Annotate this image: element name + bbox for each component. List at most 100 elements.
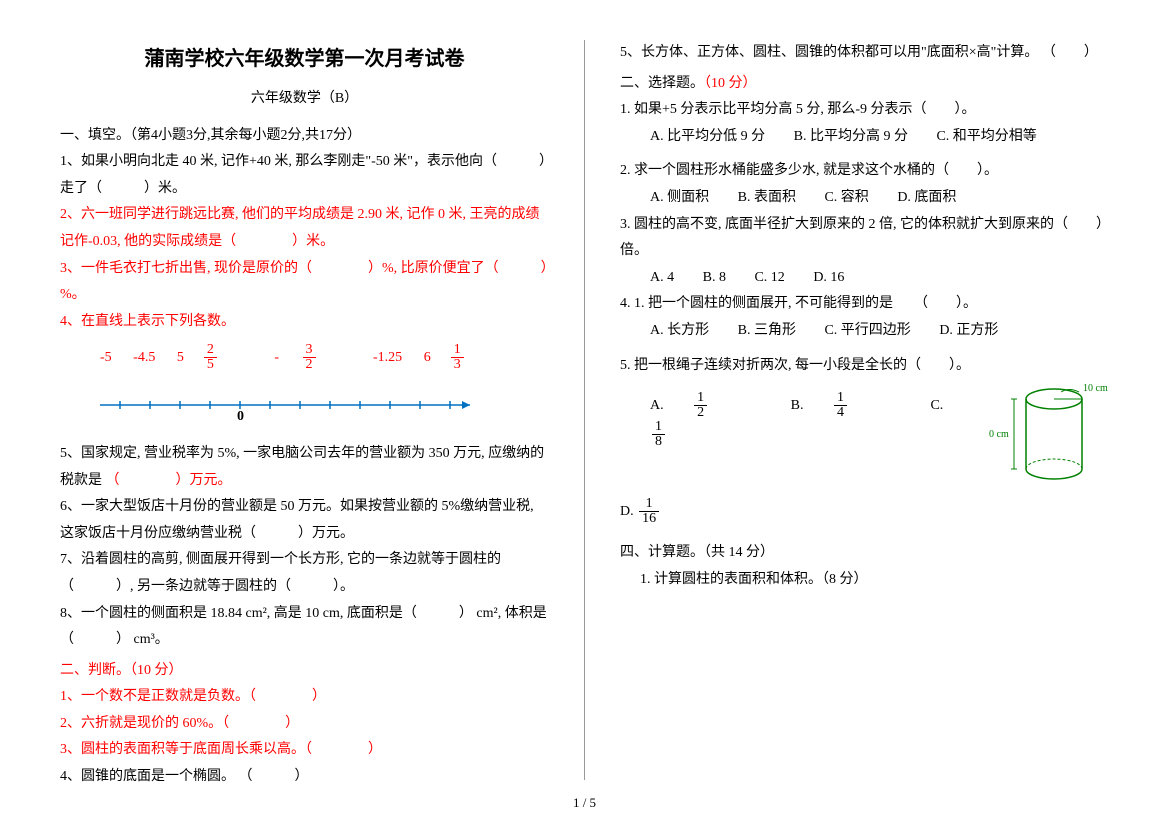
s3-q4: 4. 1. 把一个圆柱的侧面展开, 不可能得到的是 （ ）。 [620,291,1109,318]
denominator: 3 [451,358,464,372]
denominator: 8 [652,435,665,449]
s3-q3: 3. 圆柱的高不变, 底面半径扩大到原来的 2 倍, 它的体积就扩大到原来的（ … [620,212,1109,265]
numerator: 1 [694,391,707,406]
page-number: 1 / 5 [573,795,596,811]
spacer [620,345,1109,353]
s3-q1: 1. 如果+5 分表示比平均分高 5 分, 那么-9 分表示（ ）。 [620,97,1109,124]
numerator: 1 [451,343,464,358]
s2-q3: 3、圆柱的表面积等于底面周长乘以高。（ ） [60,737,549,764]
opt-b: B. 表面积 [738,190,796,205]
s2-q4: 4、圆锥的底面是一个椭圆。 （ ） [60,764,549,791]
s2-q5: 5、长方体、正方体、圆柱、圆锥的体积都可以用"底面积×高"计算。 （ ） [620,40,1109,67]
opt-b: B. 比平均分高 9 分 [794,129,908,144]
s1-q5: 5、国家规定, 营业税率为 5%, 一家电脑公司去年的营业额为 350 万元, … [60,441,549,494]
s3-q4-opts: A. 长方形 B. 三角形 C. 平行四边形 D. 正方形 [620,318,1109,345]
s1-q6: 6、一家大型饭店十月份的营业额是 50 万元。如果按营业额的 5%缴纳营业税, … [60,494,549,547]
opt-c: C. 和平均分相等 [936,129,1036,144]
s3-score: （10 分） [704,76,757,91]
denominator: 5 [204,358,217,372]
label: B. [791,398,804,413]
s1-q8: 8、一个圆柱的侧面积是 18.84 cm², 高是 10 cm, 底面积是（ ）… [60,601,549,654]
s1-q3: 3、一件毛衣打七折出售, 现价是原价的（ ）%, 比原价便宜了（ ）%。 [60,256,549,309]
opt-b: B. 三角形 [738,323,796,338]
denominator: 16 [639,512,659,526]
left-column: 蒲南学校六年级数学第一次月考试卷 六年级数学（B） 一、填空。（第4小题3分,其… [60,40,549,780]
s3-q2-opts: A. 侧面积 B. 表面积 C. 容积 D. 底面积 [620,185,1109,212]
svg-text:0: 0 [237,409,244,420]
opt-c: C. 平行四边形 [824,323,910,338]
opt-d: D. 16 [813,270,844,285]
section3-heading: 二、选择题。（10 分） [620,71,1109,98]
opt-d: D. 正方形 [939,323,998,338]
spacer [620,150,1109,158]
numberline-svg: 0 [90,390,490,420]
s3-q5: 5. 把一根绳子连续对折两次, 每一小段是全长的（ ）。 [620,353,1109,380]
opt-a: A. 4 [650,270,674,285]
label: D. [620,504,634,519]
numerator: 3 [303,343,316,358]
s1-q7: 7、沿着圆柱的高剪, 侧面展开得到一个长方形, 它的一条边就等于圆柱的（ ）, … [60,547,549,600]
num-3: 5 2 5 [177,343,253,372]
frac: 1 8 [652,420,690,449]
opt-c: C. 12 [754,270,784,285]
numerator: 2 [204,343,217,358]
s3-q3-opts: A. 4 B. 8 C. 12 D. 16 [620,265,1109,292]
s2-q2: 2、六折就是现价的 60%。（ ） [60,711,549,738]
opt-a: A. 比平均分低 9 分 [650,129,765,144]
opt-b: B. 8 [703,270,726,285]
num-4: - 3 2 [274,343,351,372]
svg-text:10 cm: 10 cm [1083,383,1108,394]
s3-q1-opts: A. 比平均分低 9 分 B. 比平均分高 9 分 C. 和平均分相等 [620,124,1109,151]
section2-heading: 二、判断。（10 分） [60,658,549,685]
exam-subtitle: 六年级数学（B） [60,86,549,113]
opt-d: D. 底面积 [897,190,956,205]
svg-text:20 cm: 20 cm [989,429,1009,440]
s3-q2: 2. 求一个圆柱形水桶能盛多少水, 就是求这个水桶的（ ）。 [620,158,1109,185]
whole: 5 [177,345,184,372]
opt-a: A. 长方形 [650,323,709,338]
s1-q4-label: 4、在直线上表示下列各数。 [60,309,549,336]
whole: 6 [424,345,431,372]
s4-q1: 1. 计算圆柱的表面积和体积。（8 分） [620,567,1109,594]
column-divider [584,40,585,780]
frac: 1 2 [694,391,732,420]
opt-d: D. 1 16 [620,504,661,519]
frac: 1 4 [834,391,872,420]
s1-q1: 1、如果小明向北走 40 米, 记作+40 米, 那么李刚走"-50 米"，表示… [60,149,549,202]
s1-q2: 2、六一班同学进行跳远比赛, 他们的平均成绩是 2.90 米, 记作 0 米, … [60,202,549,255]
s3-label: 二、选择题。 [620,76,704,91]
num-2: -4.5 [133,350,155,365]
numerator: 1 [652,420,665,435]
numerator: 1 [639,497,659,512]
numerator: 1 [834,391,847,406]
q5-blank: （ ）万元。 [106,473,232,488]
opt-d-row: D. 1 16 [620,489,1109,526]
s2-q1: 1、一个数不是正数就是负数。（ ） [60,684,549,711]
frac: 2 5 [204,343,235,372]
opt-a: A. 1 2 [650,398,761,413]
opt-a: A. 侧面积 [650,190,709,205]
number-list: -5 -4.5 5 2 5 - 3 2 -1.25 6 1 [60,343,549,372]
num-5: -1.25 [373,350,402,365]
frac: 3 2 [303,343,334,372]
num-1: -5 [100,350,112,365]
num-6: 6 1 3 [424,343,500,372]
spacer [620,526,1109,536]
section4-heading: 四、计算题。（共 14 分） [620,540,1109,567]
page-container: 蒲南学校六年级数学第一次月考试卷 六年级数学（B） 一、填空。（第4小题3分,其… [60,40,1109,780]
neg: - [274,345,282,372]
label: A. [650,398,664,413]
exam-title: 蒲南学校六年级数学第一次月考试卷 [60,40,549,78]
section1-heading: 一、填空。（第4小题3分,其余每小题2分,共17分） [60,123,549,150]
frac: 1 3 [451,343,482,372]
right-column: 5、长方体、正方体、圆柱、圆锥的体积都可以用"底面积×高"计算。 （ ） 二、选… [620,40,1109,780]
s3-q5-opts-row: 10 cm 20 cm A. 1 2 B. 1 [620,379,1109,526]
denominator: 2 [694,406,707,420]
cylinder-diagram: 10 cm 20 cm [989,379,1109,489]
label: C. [930,398,943,413]
frac: 1 16 [639,497,659,526]
denominator: 2 [303,358,316,372]
opt-c: C. 容积 [824,190,868,205]
opt-b: B. 1 4 [791,398,901,413]
denominator: 4 [834,406,847,420]
